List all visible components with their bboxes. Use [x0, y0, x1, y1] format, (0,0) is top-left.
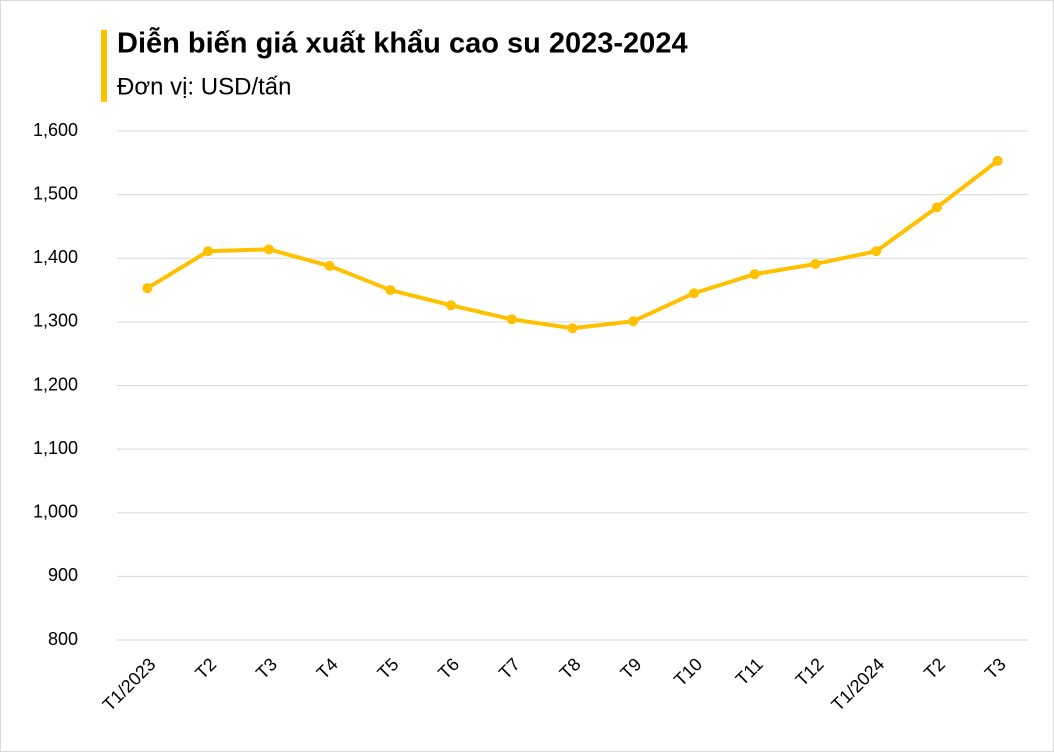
point — [871, 246, 882, 257]
title-accent — [101, 30, 107, 102]
point — [931, 202, 942, 213]
chart-subtitle: Đơn vị: USD/tấn — [117, 73, 291, 100]
y-tick-label: 1,200 — [33, 374, 78, 394]
point — [324, 260, 335, 271]
point — [203, 246, 214, 257]
point — [628, 316, 639, 327]
point — [992, 155, 1003, 166]
y-tick-label: 1,500 — [33, 183, 78, 203]
y-tick-label: 800 — [48, 629, 78, 649]
point — [142, 283, 153, 294]
y-tick-label: 1,000 — [33, 502, 78, 522]
point — [446, 300, 457, 311]
point — [749, 269, 760, 280]
y-tick-label: 1,400 — [33, 247, 78, 267]
point — [263, 244, 274, 255]
point — [810, 258, 821, 269]
chart-title: Diễn biến giá xuất khẩu cao su 2023-2024 — [117, 26, 688, 60]
point — [567, 323, 578, 334]
point — [506, 314, 517, 325]
y-tick-label: 900 — [48, 565, 78, 585]
y-tick-label: 1,300 — [33, 311, 78, 331]
y-tick-label: 1,100 — [33, 438, 78, 458]
point — [688, 288, 699, 299]
point — [385, 285, 396, 296]
y-tick-label: 1,600 — [33, 120, 78, 140]
